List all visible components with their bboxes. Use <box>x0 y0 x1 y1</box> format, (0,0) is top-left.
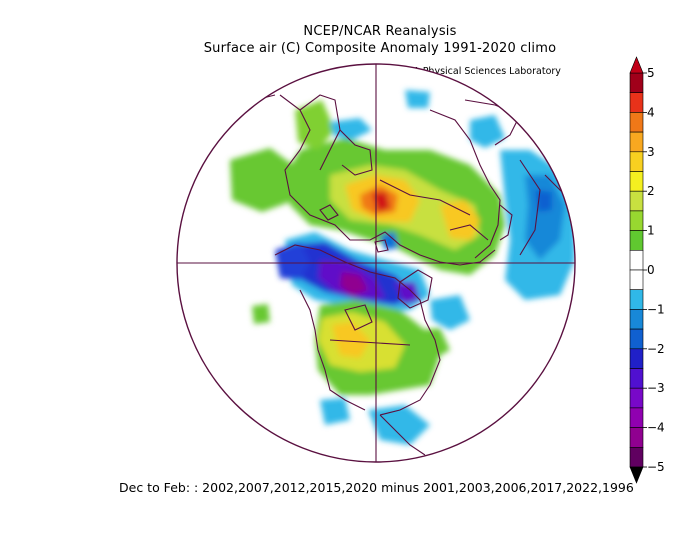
colorbar-swatch <box>629 328 644 350</box>
map-subtitle: Surface air (C) Composite Anomaly 1991-2… <box>203 41 557 56</box>
colorbar-swatch <box>629 368 644 389</box>
colorbar-swatch <box>629 171 644 192</box>
map-title: NCEP/NCAR Reanalysis <box>303 24 457 39</box>
coastlines <box>234 94 571 456</box>
colorbar-swatch <box>629 269 644 291</box>
colorbar-tick-label: 2 <box>647 184 655 198</box>
colorbar-swatch <box>629 407 644 428</box>
colorbar-swatch <box>629 309 644 330</box>
colorbar-swatch <box>629 112 644 133</box>
date-range-footer: Dec to Feb: : 2002,2007,2012,2015,2020 m… <box>119 480 634 495</box>
colorbar-min-arrow <box>629 466 644 484</box>
colorbar-swatch <box>629 92 644 113</box>
colorbar-tick-label: −1 <box>647 302 665 316</box>
colorbar-tick-label: −3 <box>647 381 665 395</box>
colorbar-swatch <box>629 348 644 369</box>
colorbar-swatch <box>629 427 644 448</box>
colorbar-tick-label: 3 <box>647 145 655 159</box>
colorbar-tick-label: 5 <box>647 66 655 80</box>
colorbar-tick-label: 1 <box>647 224 655 238</box>
colorbar-swatch <box>629 230 644 251</box>
colorbar-tick-label: −5 <box>647 460 665 474</box>
colorbar-swatch <box>629 190 644 212</box>
colorbar-swatch <box>629 250 644 271</box>
credit-label: NOAA Physical Sciences Laboratory <box>392 66 561 77</box>
anomaly-field <box>177 64 575 462</box>
colorbar-tick-label: 0 <box>647 263 655 277</box>
colorbar-max-arrow <box>629 56 644 74</box>
colorbar-swatch <box>629 151 644 172</box>
map-boundary-ring <box>176 63 576 463</box>
colorbar-tick-label: −4 <box>647 421 665 435</box>
colorbar-swatch <box>629 210 644 231</box>
colorbar-swatch <box>629 289 644 310</box>
colorbar-swatch <box>629 131 644 153</box>
colorbar-tick-label: −2 <box>647 342 665 356</box>
colorbar: 5 4 3 2 1 0 −1 −2 −3 −4 −5 <box>629 56 665 484</box>
colorbar-swatch <box>629 387 644 409</box>
colorbar-swatch <box>629 72 644 94</box>
colorbar-tick-label: 4 <box>647 105 655 119</box>
colorbar-swatch <box>629 446 644 468</box>
